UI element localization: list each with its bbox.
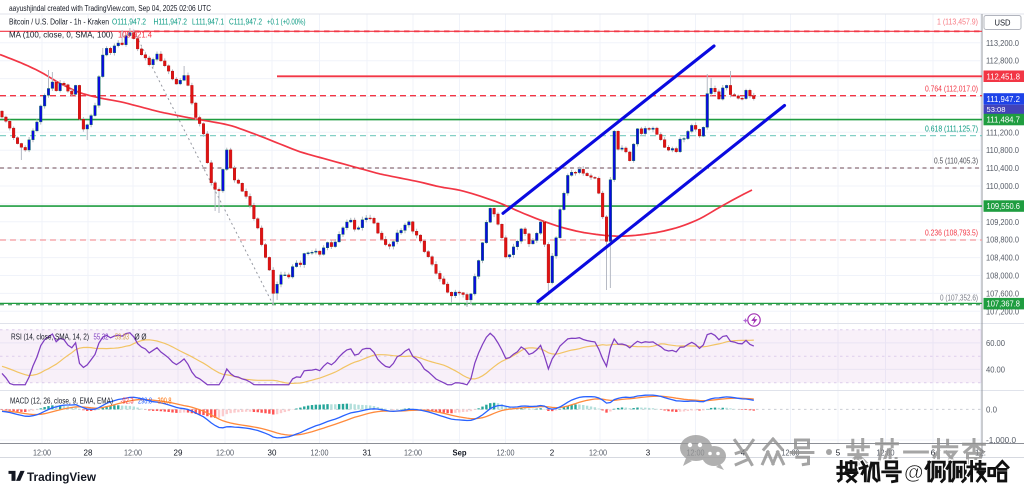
svg-text:L111,947.1: L111,947.1 bbox=[192, 18, 224, 27]
svg-text:113,200.0: 113,200.0 bbox=[986, 39, 1020, 48]
svg-text:108,000.0: 108,000.0 bbox=[986, 271, 1020, 280]
svg-text:30: 30 bbox=[268, 449, 277, 458]
svg-text:40.00: 40.00 bbox=[986, 365, 1006, 374]
svg-text:109,200.0: 109,200.0 bbox=[986, 218, 1020, 227]
svg-text:108,800.0: 108,800.0 bbox=[986, 236, 1020, 245]
svg-text:111,947.2: 111,947.2 bbox=[987, 95, 1021, 104]
svg-text:6: 6 bbox=[931, 449, 936, 458]
svg-text:107,367.8: 107,367.8 bbox=[987, 300, 1021, 309]
svg-text:MACD (12, 26, close, 9, EMA, E: MACD (12, 26, close, 9, EMA, EMA) bbox=[10, 397, 113, 406]
svg-text:31: 31 bbox=[363, 449, 372, 458]
svg-text:USD: USD bbox=[995, 19, 1011, 28]
svg-text:aayushjindal created with Trad: aayushjindal created with TradingView.co… bbox=[9, 4, 211, 13]
svg-text:+0.1 (+0.00%): +0.1 (+0.00%) bbox=[267, 18, 306, 27]
svg-text:12:00: 12:00 bbox=[216, 449, 234, 458]
svg-text:0.764 (112,017.0): 0.764 (112,017.0) bbox=[925, 85, 978, 94]
svg-text:29: 29 bbox=[174, 449, 183, 458]
svg-text:12:00: 12:00 bbox=[311, 449, 329, 458]
svg-text:112,451.8: 112,451.8 bbox=[987, 72, 1021, 81]
svg-text:12:00: 12:00 bbox=[589, 449, 607, 458]
svg-text:TradingView: TradingView bbox=[27, 470, 96, 484]
svg-text:4: 4 bbox=[741, 449, 746, 458]
svg-text:-92.3: -92.3 bbox=[121, 397, 134, 406]
svg-text:110,800.0: 110,800.0 bbox=[986, 146, 1020, 155]
svg-text:0.236 (108,793.5): 0.236 (108,793.5) bbox=[925, 229, 978, 238]
svg-text:0.5 (110,405.3): 0.5 (110,405.3) bbox=[934, 157, 978, 166]
svg-text:111,200.0: 111,200.0 bbox=[986, 128, 1020, 137]
svg-text:3: 3 bbox=[646, 449, 651, 458]
svg-text:12:00: 12:00 bbox=[124, 449, 142, 458]
svg-text:28: 28 bbox=[84, 449, 93, 458]
svg-text:111,484.7: 111,484.7 bbox=[987, 116, 1021, 125]
svg-text:Ø Ø: Ø Ø bbox=[135, 333, 147, 342]
svg-text:110,000.0: 110,000.0 bbox=[986, 182, 1020, 191]
svg-text:390.8: 390.8 bbox=[158, 397, 172, 406]
svg-text:H111,947.2: H111,947.2 bbox=[154, 18, 188, 27]
svg-text:12:00: 12:00 bbox=[497, 449, 515, 458]
svg-text:@: @ bbox=[904, 462, 924, 484]
svg-text:110,400.0: 110,400.0 bbox=[986, 164, 1020, 173]
svg-text:107,600.0: 107,600.0 bbox=[986, 289, 1020, 298]
svg-text:0 (107,352.6): 0 (107,352.6) bbox=[940, 294, 978, 303]
svg-text:59.93: 59.93 bbox=[115, 333, 129, 342]
svg-text:RSI (14, close, SMA, 14, 2): RSI (14, close, SMA, 14, 2) bbox=[11, 333, 89, 342]
svg-text:C111,947.2: C111,947.2 bbox=[229, 18, 262, 27]
svg-text:112,800.0: 112,800.0 bbox=[986, 57, 1020, 66]
svg-text:107,200.0: 107,200.0 bbox=[986, 307, 1020, 316]
svg-text:Bitcoin / U.S. Dollar - 1h - K: Bitcoin / U.S. Dollar - 1h - Kraken bbox=[9, 18, 109, 27]
svg-text:5: 5 bbox=[836, 449, 841, 458]
svg-text:109,921.4: 109,921.4 bbox=[118, 31, 153, 40]
svg-text:298.8: 298.8 bbox=[138, 397, 152, 406]
svg-text:60.00: 60.00 bbox=[986, 339, 1006, 348]
svg-text:108,400.0: 108,400.0 bbox=[986, 254, 1020, 263]
svg-text:0.0: 0.0 bbox=[986, 405, 998, 414]
svg-text:2: 2 bbox=[550, 449, 555, 458]
svg-text:12:00: 12:00 bbox=[33, 449, 51, 458]
svg-text:53:08: 53:08 bbox=[987, 105, 1006, 114]
svg-text:O111,947.2: O111,947.2 bbox=[112, 18, 146, 27]
svg-text:0.618 (111,125.7): 0.618 (111,125.7) bbox=[925, 125, 978, 134]
svg-text:55.32: 55.32 bbox=[94, 333, 109, 342]
svg-text:MA (100, close, 0, SMA, 100): MA (100, close, 0, SMA, 100) bbox=[9, 31, 113, 40]
svg-text:-1,000.0: -1,000.0 bbox=[986, 436, 1017, 445]
svg-text:1 (113,457.9): 1 (113,457.9) bbox=[937, 18, 978, 27]
svg-text:109,550.6: 109,550.6 bbox=[987, 202, 1021, 211]
svg-text:Sep: Sep bbox=[453, 449, 467, 458]
svg-text:12:00: 12:00 bbox=[404, 449, 422, 458]
